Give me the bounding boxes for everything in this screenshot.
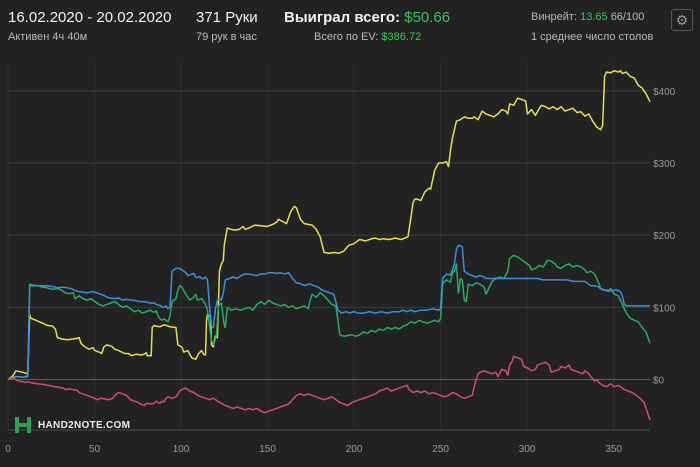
x-tick-label: 200: [346, 444, 363, 455]
series-line-2: [7, 254, 651, 381]
y-tick-label: $400: [653, 87, 676, 98]
hands-per-hour: 79 рук в час: [196, 31, 257, 43]
stats-header: 16.02.2020 - 20.02.2020 Активен 4ч 40м 3…: [0, 0, 700, 52]
won-total: Выиграл всего: $50.66: [284, 9, 450, 26]
x-tick-label: 50: [89, 444, 101, 455]
hand2note-logo-icon: [15, 417, 31, 433]
hands-count: 371 Руки: [196, 9, 258, 26]
winrate-label: Винрейт:: [531, 11, 578, 23]
logo: HAND2NOTE.COM: [14, 416, 130, 434]
x-tick-label: 300: [519, 444, 536, 455]
active-time: Активен 4ч 40м: [8, 31, 88, 43]
ev-total: Всего по EV: $386.72: [314, 31, 421, 43]
ev-label: Всего по EV:: [314, 31, 379, 43]
series-line-1: [7, 69, 651, 381]
y-tick-label: $0: [653, 375, 665, 386]
x-tick-label: 0: [5, 444, 11, 455]
won-value: $50.66: [404, 9, 451, 26]
series-line-3: [7, 244, 650, 381]
y-tick-label: $300: [653, 159, 676, 170]
settings-gear-icon[interactable]: ⚙: [671, 9, 693, 31]
profit-chart: 0 50 100 150 200 250 300 350 $400 $300 $200 $100 $0: [5, 62, 676, 455]
won-label: Выиграл всего:: [284, 9, 401, 26]
y-tick-label: $200: [653, 231, 676, 242]
x-tick-label: 250: [432, 444, 449, 455]
x-tick-label: 350: [605, 444, 622, 455]
winrate-rest: 66/100: [610, 11, 645, 23]
series-line-4: [7, 355, 651, 421]
average-tables: 1 среднее число столов: [531, 31, 654, 43]
y-tick-label: $100: [653, 303, 676, 314]
x-tick-label: 100: [173, 444, 190, 455]
winrate: Винрейт: 13.65 66/100: [531, 11, 644, 23]
ev-value: $386.72: [381, 31, 422, 43]
date-range: 16.02.2020 - 20.02.2020: [8, 9, 172, 26]
x-tick-label: 150: [259, 444, 276, 455]
logo-text: HAND2NOTE.COM: [38, 419, 131, 431]
winrate-value: 13.65: [580, 11, 608, 23]
